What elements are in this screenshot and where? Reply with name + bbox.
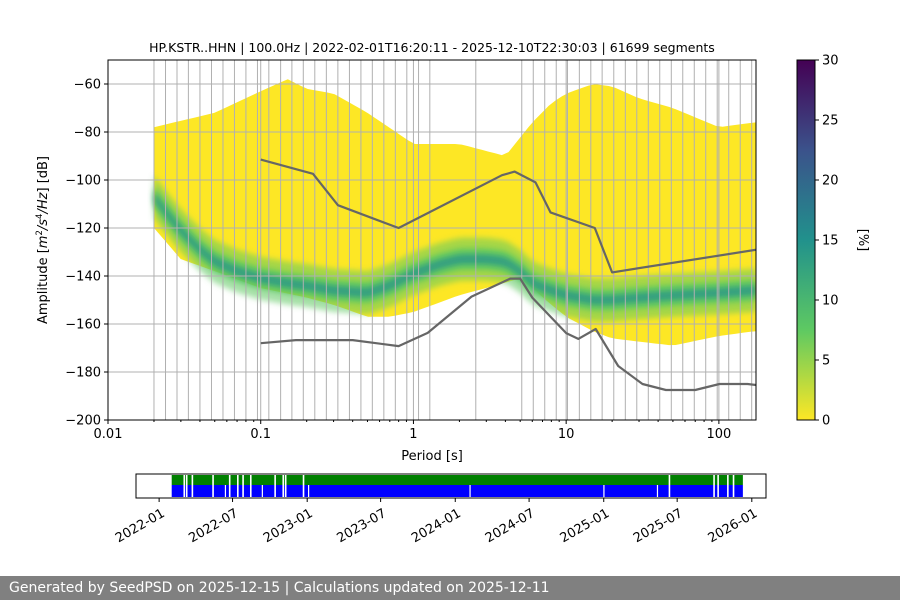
psd-heatmap	[154, 79, 756, 346]
y-label-part: /	[36, 224, 51, 231]
y-label-part: ] [dB]	[36, 156, 51, 193]
timeline-gap	[469, 485, 471, 497]
y-tick-label: −180	[65, 366, 101, 381]
y-tick-label: −140	[65, 270, 101, 285]
timeline-gap	[183, 475, 186, 497]
timeline-gap	[224, 485, 227, 497]
colorbar-tick-label: 5	[822, 354, 830, 369]
y-label-part: Amplitude [	[36, 248, 51, 324]
timeline-tick-label: 2026-01	[706, 506, 761, 546]
colorbar: 0 5 10 15 20 25 30 [%]	[796, 54, 870, 429]
timeline-full-coverage-bar	[171, 475, 743, 485]
timeline-gap	[274, 475, 276, 497]
timeline-gap	[732, 475, 735, 497]
colorbar-label: [%]	[855, 229, 870, 252]
y-label-part: Hz	[36, 191, 51, 209]
timeline-tick-label: 2023-01	[261, 506, 316, 546]
timeline-tick-label: 2022-07	[186, 506, 241, 546]
y-tick-label: −200	[65, 414, 101, 429]
noise-model-curves	[260, 158, 756, 392]
y-tick-label: −80	[74, 126, 101, 141]
colorbar-tick-label: 10	[822, 294, 839, 309]
x-axis-label: Period [s]	[401, 449, 463, 464]
timeline-ticks: 2022-01 2022-07 2023-01 2023-07 2024-01 2024-…	[113, 498, 760, 546]
y-axis-ticks: −60 −80 −100 −120 −140 −160 −180 −200	[65, 78, 108, 429]
y-tick-label: −60	[74, 78, 101, 93]
timeline-tick-label: 2025-01	[558, 506, 613, 546]
colorbar-tick-label: 25	[822, 114, 839, 129]
timeline-coverage-bars	[171, 475, 743, 497]
x-axis-ticks: 0.01 0.1 1 10 100	[94, 420, 731, 442]
timeline-gap	[727, 475, 729, 497]
y-label-part: /	[36, 208, 51, 215]
footer-text: Generated by SeedPSD on 2025-12-15 | Cal…	[9, 580, 550, 596]
timeline-tick-label: 2022-01	[113, 506, 168, 546]
x-tick-label: 1	[409, 427, 417, 442]
data-coverage-timeline: 2022-01 2022-07 2023-01 2023-07 2024-01 2024-…	[113, 473, 767, 546]
y-tick-label: −120	[65, 222, 101, 237]
timeline-gap	[191, 475, 194, 497]
timeline-gap	[656, 485, 659, 497]
chart-title: HP.KSTR..HHN | 100.0Hz | 2022-02-01T16:2…	[149, 40, 715, 55]
timeline-gap	[261, 485, 263, 497]
timeline-gap	[603, 485, 605, 497]
colorbar-tick-label: 30	[822, 54, 839, 69]
timeline-gap	[302, 475, 305, 497]
y-axis-label: Amplitude [m2/s4/Hz] [dB]	[35, 156, 51, 324]
timeline-gap	[242, 475, 244, 497]
psd-plot-area: 0.01 0.1 1 10 100 −60 −80 −100 −120 −140 −160 −180…	[65, 59, 757, 442]
colorbar-gradient	[796, 59, 816, 421]
x-tick-label: 100	[706, 427, 731, 442]
timeline-gap	[237, 475, 239, 497]
x-tick-label: 0.01	[94, 427, 123, 442]
y-label-part: s	[36, 219, 51, 226]
psd-density-band-core	[154, 192, 756, 305]
timeline-frame	[135, 473, 767, 499]
timeline-gap	[284, 475, 287, 497]
y-tick-label: −100	[65, 174, 101, 189]
colorbar-tick-label: 20	[822, 174, 839, 189]
timeline-tick-label: 2025-07	[631, 506, 686, 546]
timeline-used-coverage-bar	[171, 485, 743, 497]
timeline-tick-label: 2024-07	[483, 506, 538, 546]
x-tick-label: 10	[558, 427, 575, 442]
colorbar-tick-label: 15	[822, 234, 839, 249]
y-label-part: m	[36, 236, 51, 249]
timeline-gap	[668, 475, 671, 497]
psd-density-band-mid	[154, 186, 756, 311]
plot-frame	[107, 59, 757, 421]
colorbar-tick-label: 0	[822, 414, 830, 429]
y-label-part: 4	[35, 214, 45, 219]
timeline-gap	[717, 475, 719, 497]
noise-model-high-curve	[260, 158, 756, 274]
y-label-part: 2	[35, 230, 45, 235]
timeline-gap	[212, 475, 214, 497]
timeline-gap	[185, 475, 188, 497]
x-tick-label: 0.1	[250, 427, 271, 442]
timeline-tick-label: 2023-07	[334, 506, 389, 546]
grid-lines	[108, 60, 756, 420]
timeline-gap	[308, 485, 310, 497]
timeline-gap	[713, 475, 715, 497]
y-tick-label: −160	[65, 318, 101, 333]
footer-bar: Generated by SeedPSD on 2025-12-15 | Cal…	[0, 576, 900, 600]
noise-model-low-curve	[260, 277, 756, 392]
timeline-tick-label: 2024-01	[409, 506, 464, 546]
timeline-gap	[228, 475, 231, 497]
timeline-gap	[249, 475, 252, 497]
timeline-gap	[282, 475, 285, 497]
colorbar-ticks: 0 5 10 15 20 25 30	[815, 54, 839, 429]
